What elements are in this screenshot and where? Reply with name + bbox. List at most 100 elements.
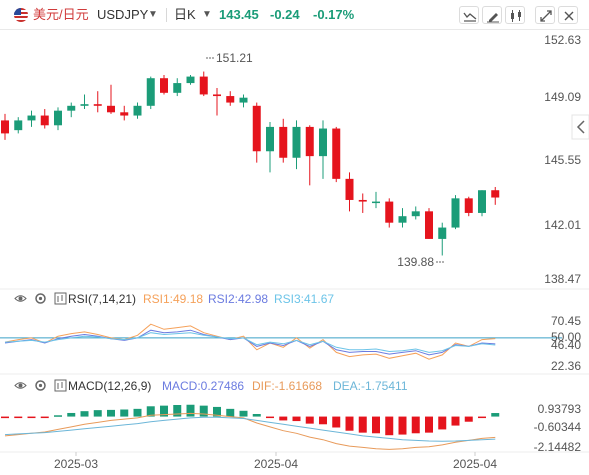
eye-icon[interactable] — [14, 379, 27, 392]
candle-body — [146, 78, 155, 106]
time-axis-label: 2025-04 — [254, 457, 298, 471]
candle[interactable] — [226, 91, 235, 106]
candle[interactable] — [411, 206, 420, 220]
candle[interactable] — [1, 113, 9, 140]
rsi3-value: RSI3:41.67 — [274, 292, 335, 306]
candle[interactable] — [93, 91, 102, 113]
macd-bar — [385, 416, 394, 436]
macd-bar — [226, 408, 235, 417]
macd-bar — [319, 416, 327, 425]
candle[interactable] — [146, 76, 155, 110]
gear-icon[interactable] — [34, 379, 47, 392]
candle-body — [464, 198, 473, 213]
indicator-type-icon[interactable] — [54, 379, 67, 392]
candle[interactable] — [239, 94, 248, 108]
macd-bar — [398, 416, 407, 435]
macd-bar — [27, 416, 36, 419]
candle-body — [358, 199, 367, 202]
rsi-axis-label: 46.40 — [551, 338, 581, 352]
macd-bar — [305, 416, 314, 424]
indicator-type-icon[interactable] — [54, 292, 67, 305]
candle-settings-icon — [463, 12, 477, 22]
candle[interactable] — [385, 198, 394, 228]
low-annotation: 139.88 — [397, 255, 434, 269]
candle[interactable] — [398, 208, 407, 228]
candle[interactable] — [464, 196, 473, 217]
rsi-legend: RSI(7,14,21) RSI1:49.18 RSI2:42.98 RSI3:… — [0, 291, 589, 307]
candle[interactable] — [54, 107, 62, 131]
fullscreen-button[interactable] — [535, 6, 555, 24]
rsi-axis-label: 22.36 — [551, 359, 581, 373]
chart-type-button[interactable] — [459, 6, 479, 24]
candle[interactable] — [186, 74, 195, 85]
dif-line — [4, 412, 496, 450]
symbol-label[interactable]: USDJPY — [97, 7, 149, 22]
dif-value: DIF:-1.61668 — [252, 379, 323, 393]
rsi1-value: RSI1:49.18 — [143, 292, 204, 306]
collapse-panel-button[interactable] — [571, 114, 589, 140]
candle-body — [491, 190, 500, 198]
rsi2-value: RSI2:42.98 — [208, 292, 269, 306]
candle[interactable] — [67, 102, 76, 118]
candle[interactable] — [478, 190, 486, 217]
rsi2-line — [4, 329, 496, 356]
macd-bar — [332, 416, 341, 428]
candle[interactable] — [319, 120, 327, 179]
candle-body — [107, 105, 115, 113]
macd-bar — [478, 416, 486, 419]
time-axis-label: 2025-04 — [453, 457, 497, 471]
macd-bar — [252, 414, 261, 417]
macd-bar — [107, 409, 115, 417]
interval-dropdown-icon[interactable]: ▼ — [202, 9, 212, 20]
candle[interactable] — [358, 193, 367, 213]
candle[interactable] — [80, 94, 89, 110]
high-annotation: 151.21 — [216, 51, 253, 65]
candle[interactable] — [252, 102, 261, 163]
eye-icon[interactable] — [14, 292, 27, 305]
candle[interactable] — [438, 222, 447, 256]
price-axis-label: 138.47 — [544, 272, 581, 286]
indicator-button[interactable] — [505, 6, 525, 24]
gear-icon[interactable] — [34, 292, 47, 305]
candle[interactable] — [27, 110, 36, 127]
candle-body — [54, 110, 62, 126]
candle[interactable] — [133, 102, 142, 119]
candle[interactable] — [173, 78, 182, 97]
candlestick-series — [1, 71, 500, 256]
candle-body — [199, 76, 208, 95]
candle[interactable] — [213, 87, 221, 116]
macd-bar — [146, 406, 155, 417]
interval-label[interactable]: 日K — [174, 7, 196, 22]
candle[interactable] — [14, 117, 23, 134]
candle[interactable] — [491, 186, 500, 205]
indicator-icon — [511, 10, 521, 22]
candle[interactable] — [425, 208, 433, 239]
candle[interactable] — [160, 74, 168, 95]
symbol-cn-label[interactable]: 美元/日元 — [33, 7, 89, 22]
macd-bar — [199, 405, 208, 417]
candle[interactable] — [292, 120, 301, 170]
close-chart-button[interactable] — [558, 6, 578, 24]
macd-bar — [411, 416, 420, 434]
candle[interactable] — [120, 105, 129, 121]
macd-axis-label: -2.14482 — [534, 440, 582, 454]
candle[interactable] — [279, 118, 288, 163]
macd-bar — [213, 406, 221, 417]
macd-bar — [40, 416, 49, 419]
candle[interactable] — [345, 172, 354, 212]
candle[interactable] — [199, 71, 208, 97]
candle-body — [252, 105, 261, 152]
macd-axis-label: 0.93793 — [538, 402, 582, 416]
candle[interactable] — [332, 126, 341, 183]
candle[interactable] — [107, 84, 115, 114]
symbol-dropdown-icon[interactable]: ▼ — [148, 9, 158, 20]
macd-bar — [345, 416, 354, 431]
candle[interactable] — [305, 125, 314, 186]
draw-button[interactable] — [482, 6, 502, 24]
candle[interactable] — [40, 109, 49, 129]
macd-bar — [438, 416, 447, 430]
candle[interactable] — [372, 191, 380, 209]
candle[interactable] — [266, 122, 274, 173]
candle[interactable] — [451, 195, 460, 230]
